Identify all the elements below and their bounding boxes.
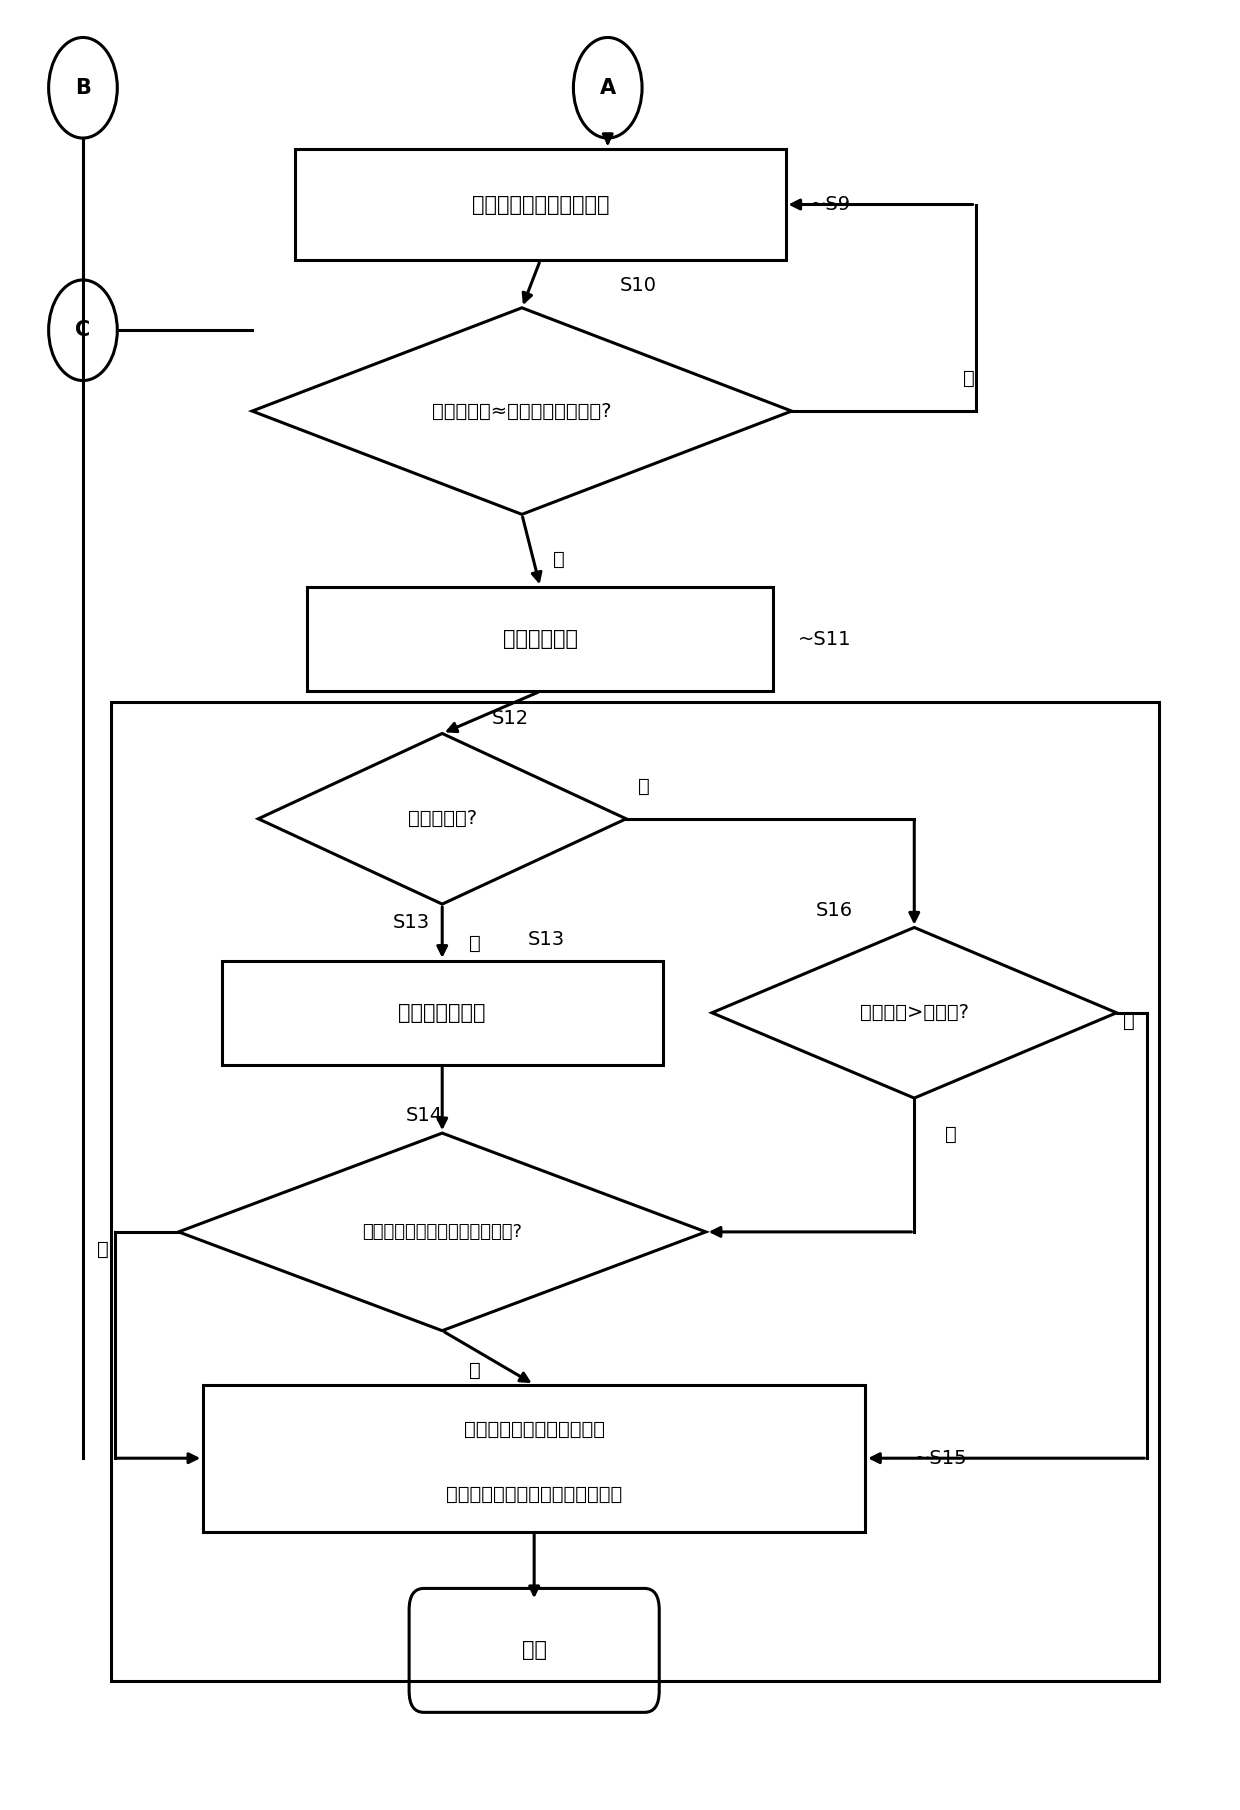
Text: 是: 是	[945, 1124, 957, 1144]
Text: 是: 是	[553, 550, 564, 568]
Text: B: B	[76, 78, 91, 98]
Text: ~S11: ~S11	[797, 630, 852, 648]
Bar	[308, 586, 774, 691]
Text: 开启返回计时器: 开启返回计时器	[398, 1003, 486, 1023]
Bar	[112, 702, 1159, 1681]
Text: 加速器打开?: 加速器打开?	[408, 809, 476, 829]
Text: S14: S14	[405, 1106, 443, 1124]
Text: S13: S13	[393, 914, 430, 932]
Text: ~S15: ~S15	[914, 1448, 968, 1468]
Text: S16: S16	[816, 901, 853, 919]
Text: 是: 是	[469, 1361, 481, 1379]
Text: 否: 否	[963, 369, 975, 387]
Text: 是: 是	[469, 934, 481, 954]
Text: C: C	[76, 320, 91, 340]
Text: ~S9: ~S9	[810, 195, 851, 214]
Text: S10: S10	[620, 275, 657, 295]
Text: 当前减速度≈变速档目标减速度?: 当前减速度≈变速档目标减速度?	[433, 402, 611, 420]
Text: 开始重新计算目标减速度: 开始重新计算目标减速度	[471, 194, 609, 215]
Text: A: A	[600, 78, 616, 98]
Text: （根据正常变速对应图进行变速）: （根据正常变速对应图进行变速）	[446, 1484, 622, 1504]
Bar	[203, 1385, 866, 1531]
Text: 否: 否	[639, 776, 650, 796]
Text: 结束变速控制（降档控制）: 结束变速控制（降档控制）	[464, 1421, 605, 1439]
Text: 否: 否	[97, 1240, 109, 1260]
Text: 否: 否	[1122, 1012, 1135, 1032]
Text: 返回计时器值等于或大于预定值?: 返回计时器值等于或大于预定值?	[362, 1224, 522, 1242]
Text: 结束制动控制: 结束制动控制	[502, 630, 578, 650]
Text: 结束: 结束	[522, 1640, 547, 1660]
Bar	[295, 148, 785, 261]
Text: S13: S13	[528, 930, 565, 948]
Bar	[222, 961, 663, 1064]
Text: S12: S12	[491, 710, 528, 728]
Text: 车间距离>预定值?: 车间距离>预定值?	[859, 1003, 968, 1023]
